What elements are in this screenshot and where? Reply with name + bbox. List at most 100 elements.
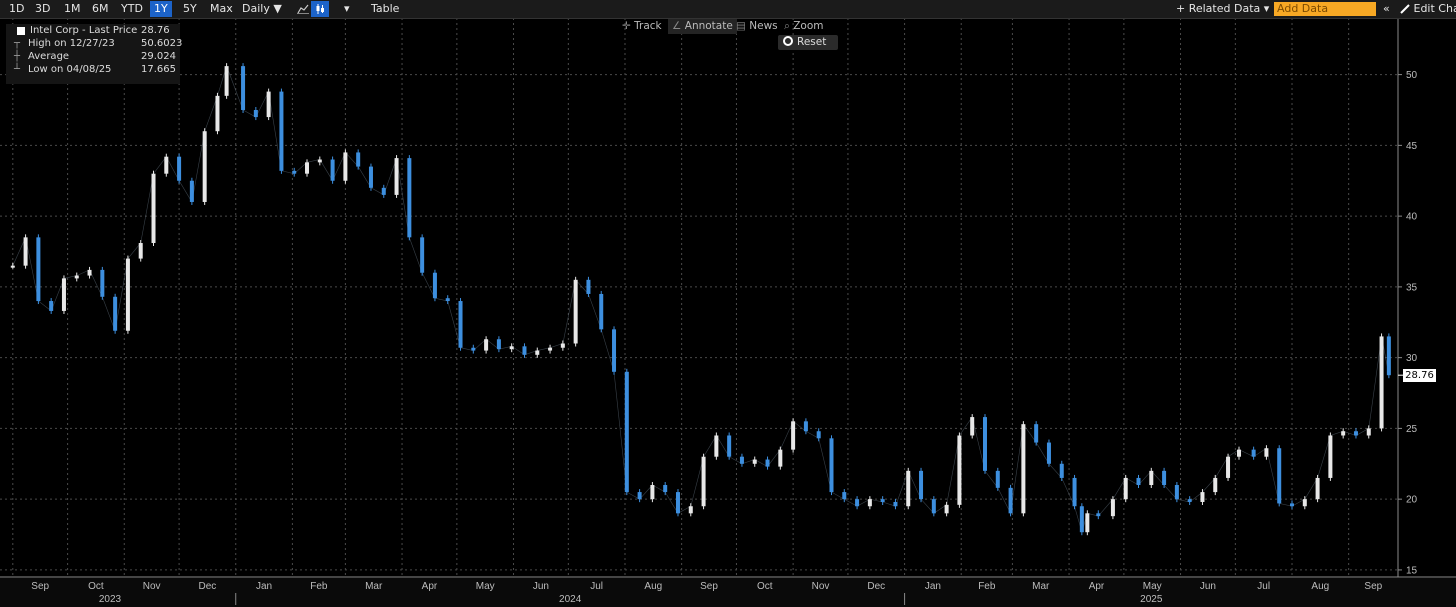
price-bar — [1149, 470, 1154, 486]
price-bar — [1046, 442, 1051, 464]
add-data-input[interactable]: Add Data — [1274, 2, 1376, 16]
price-bar — [471, 347, 476, 351]
price-bar — [202, 131, 207, 202]
price-bar — [1096, 513, 1101, 517]
range-1d-button[interactable]: 1D — [9, 2, 25, 15]
price-bar — [944, 504, 949, 514]
price-bar — [1200, 492, 1205, 502]
x-tick-label: Aug — [1311, 581, 1329, 592]
annotate-button[interactable]: ∠ Annotate — [668, 19, 737, 34]
price-bar — [343, 152, 348, 181]
track-label: Track — [634, 20, 662, 32]
price-bar — [356, 152, 361, 167]
track-button[interactable]: ✛ Track — [618, 19, 666, 34]
price-bar — [1079, 506, 1084, 533]
x-tick-label: Mar — [365, 581, 383, 592]
x-tick-label: Jan — [256, 581, 272, 592]
price-bar — [177, 156, 182, 181]
price-bar — [1237, 449, 1242, 457]
range-6m-button[interactable]: 6M — [92, 2, 109, 15]
reset-icon — [783, 36, 793, 46]
x-tick-label: Sep — [1364, 581, 1382, 592]
year-label: 2025 — [1140, 594, 1163, 605]
price-bar — [241, 66, 246, 110]
price-bar — [1251, 449, 1256, 457]
candle-chart-icon[interactable] — [311, 1, 329, 17]
range-ytd-button[interactable]: YTD — [121, 2, 143, 15]
range-1y-button[interactable]: 1Y — [150, 1, 172, 17]
low-marker-icon: ┴ — [14, 64, 21, 75]
price-bar — [727, 435, 732, 457]
y-tick-label: 25 — [1406, 424, 1418, 435]
y-tick-label: 40 — [1406, 212, 1418, 223]
price-bar — [164, 156, 169, 174]
magnifier-icon: ⌕ — [784, 20, 790, 32]
price-bar — [675, 492, 680, 514]
price-bar — [509, 346, 514, 350]
legend-last-value: 28.76 — [141, 25, 170, 36]
x-tick-label: Mar — [1032, 581, 1050, 592]
price-bar — [113, 296, 118, 331]
price-bar — [1059, 463, 1064, 478]
price-bar — [61, 278, 66, 311]
news-button[interactable]: ▤ News — [732, 19, 782, 34]
high-marker-icon: ┬ — [14, 38, 21, 49]
price-bar — [982, 417, 987, 471]
legend-high-label: High on 12/27/23 — [28, 38, 115, 49]
x-tick-label: May — [476, 581, 495, 592]
price-bar — [420, 237, 425, 273]
price-bar — [1034, 424, 1039, 443]
table-button[interactable]: Table — [371, 2, 400, 15]
price-bar — [548, 347, 553, 351]
x-tick-label: Sep — [31, 581, 49, 592]
price-series — [10, 63, 1391, 536]
collapse-panel-icon[interactable]: « — [1383, 2, 1390, 15]
price-bar — [880, 499, 885, 502]
zoom-button[interactable]: ⌕ Zoom — [780, 19, 828, 34]
x-tick-label: Jun — [533, 581, 549, 592]
price-bar — [599, 293, 604, 330]
price-bar — [87, 269, 92, 276]
price-bar — [1290, 503, 1295, 507]
price-bar — [330, 159, 335, 181]
price-bar — [829, 438, 834, 493]
x-tick-label: Feb — [978, 581, 996, 592]
price-bar — [842, 492, 847, 500]
price-bar — [906, 470, 911, 507]
price-bar — [1110, 499, 1115, 517]
price-bar — [1353, 431, 1358, 436]
y-tick-label: 35 — [1406, 282, 1418, 293]
price-bar — [1366, 428, 1371, 436]
reset-label: Reset — [797, 36, 827, 48]
price-bar — [125, 258, 130, 331]
frequency-dropdown[interactable]: Daily ▼ — [242, 2, 282, 15]
x-tick-label: Oct — [757, 581, 773, 592]
x-tick-label: Apr — [422, 581, 438, 592]
price-bar — [1021, 424, 1026, 514]
price-bar — [484, 339, 489, 351]
edit-chart-button[interactable]: Edit Cha — [1396, 1, 1456, 17]
price-bar — [1341, 431, 1346, 436]
x-tick-label: Apr — [1089, 581, 1105, 592]
range-3d-button[interactable]: 3D — [35, 2, 51, 15]
price-bar — [74, 275, 79, 279]
price-bar — [560, 343, 565, 348]
range-1m-button[interactable]: 1M — [64, 2, 81, 15]
price-bar — [714, 435, 719, 457]
x-tick-label: Aug — [644, 581, 662, 592]
y-tick-label: 15 — [1406, 565, 1418, 576]
chart-style-dropdown-icon[interactable]: ▾ — [344, 2, 350, 15]
line-chart-icon[interactable] — [293, 1, 313, 17]
related-data-button[interactable]: + Related Data ▾ — [1176, 2, 1270, 15]
y-tick-label: 20 — [1406, 495, 1418, 506]
x-tick-label: Dec — [867, 581, 885, 592]
price-bar — [100, 269, 105, 297]
range-max-button[interactable]: Max — [210, 2, 233, 15]
range-5y-button[interactable]: 5Y — [183, 2, 197, 15]
price-bar — [1123, 477, 1128, 500]
price-bar — [151, 173, 156, 244]
reset-button[interactable]: Reset — [778, 35, 838, 50]
price-bar — [586, 279, 591, 294]
